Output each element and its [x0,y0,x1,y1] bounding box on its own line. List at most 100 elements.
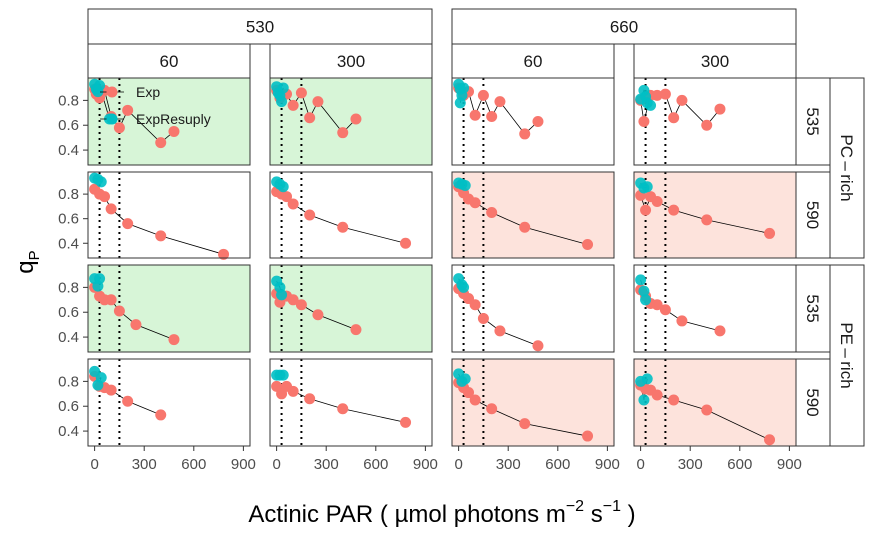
exp-point [651,389,663,401]
panel-2-2 [451,264,615,353]
exp-point [469,109,481,121]
exp-point [105,203,117,215]
strip-row-label: 590 [803,201,822,229]
strip-rowgroup-box [829,264,865,447]
x-tick-label: 300 [314,456,339,473]
panel-3-1 [269,358,433,447]
x-tick-label: 0 [272,456,280,473]
y-tick-label: 0.4 [58,142,79,159]
exp-point [701,214,713,226]
resupply-point [276,96,288,108]
exp-point [312,309,324,321]
x-tick-label: 900 [595,456,620,473]
exp-point [486,207,498,219]
strip-col-label: 60 [160,52,179,71]
exp-point [638,116,650,127]
exp-point [155,230,167,242]
exp-point [281,191,293,203]
panel-border [269,358,433,447]
exp-point [486,403,498,415]
exp-point [287,385,299,397]
resupply-point [641,373,653,385]
exp-point [668,394,680,406]
y-tick-label: 0.6 [58,304,79,321]
exp-point [764,434,776,446]
exp-point [113,122,125,134]
exp-point [651,195,663,207]
exp-point [304,209,316,221]
strip-col-box [633,43,797,79]
panel-3-0 [87,358,251,447]
exp-point [337,127,349,139]
exp-point [304,112,316,124]
y-tick-label: 0.8 [58,92,79,109]
y-axis-title-sub: P [26,250,43,260]
y-tick-label: 0.6 [58,117,79,134]
exp-point [130,319,142,331]
exp-point [463,387,475,399]
panel-border [633,358,797,447]
resupply-point [635,274,647,286]
strip-col-box [269,43,433,79]
resupply-point [277,181,289,193]
x-tick-label: 0 [454,456,462,473]
panel-border [269,264,433,353]
panel-1-2 [451,171,615,259]
exp-point [400,237,412,249]
x-tick-label: 900 [231,456,256,473]
x-tick-label: 0 [90,456,98,473]
strip-col-label: 60 [524,52,543,71]
resupply-point [459,373,471,385]
panel-background [88,359,250,446]
exp-point [350,113,362,125]
strip-row-box [795,358,831,447]
panel-border [451,171,615,259]
exp-point [122,104,134,116]
x-tick-label: 0 [636,456,644,473]
y-tick-label: 0.8 [58,186,79,203]
legend-exp-key [106,86,118,98]
exp-point [287,294,299,306]
resupply-point [276,289,288,301]
x-tick-label: 900 [413,456,438,473]
exp-point [659,304,671,316]
panel-border [633,77,797,166]
panel-1-3 [633,171,797,259]
exp-point [304,393,316,405]
exp-point [105,384,117,396]
resupply-point [638,394,650,406]
x-axis-title: Actinic PAR ( µmol photons m−2 s−1 ) [248,498,635,528]
panel-0-3 [633,77,797,166]
exp-point [113,305,125,317]
exp-point [532,340,544,352]
strip-group-box [451,8,797,45]
exp-point [477,312,489,324]
x-tick-label: 600 [181,456,206,473]
exp-point [701,404,713,416]
exp-point [582,430,594,442]
exp-point [337,221,349,233]
exp-point [122,218,134,230]
strip-col-label: 300 [701,52,729,71]
panel-border [87,171,251,259]
x-tick-label: 300 [132,456,157,473]
x-axis-title-xlabel-end: ) [621,501,636,528]
exp-point [676,315,688,327]
resupply-point [640,294,652,306]
panel-border [451,358,615,447]
strip-row-box [795,77,831,166]
panel-border [87,77,251,166]
exp-point [218,248,230,260]
strip-rowgroup-label: PE – rich [837,322,856,388]
exp-point [494,96,506,108]
panel-background [270,359,432,446]
panel-2-1 [269,264,433,353]
panel-border [633,171,797,259]
exp-point [99,191,111,203]
exp-point [764,227,776,239]
x-tick-label: 600 [727,456,752,473]
exp-point [714,325,726,337]
strip-row-label: 590 [803,388,822,416]
exp-point [287,99,299,111]
